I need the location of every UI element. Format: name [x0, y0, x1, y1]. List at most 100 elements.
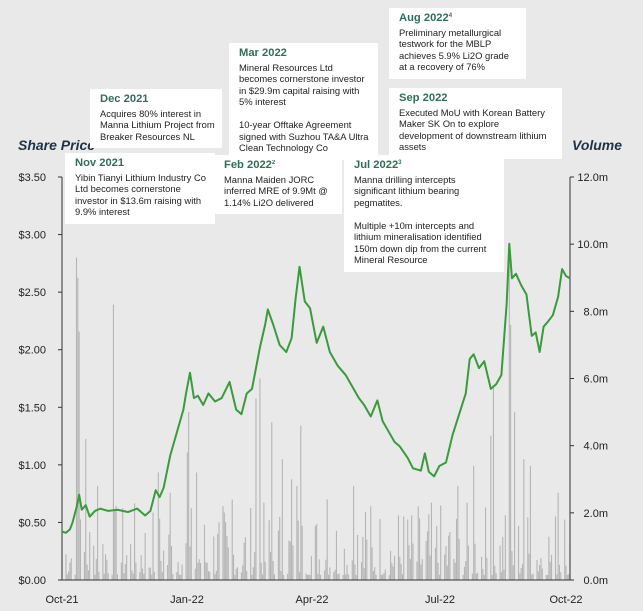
volume-bar — [357, 535, 359, 580]
volume-bar — [317, 573, 319, 580]
volume-bar — [68, 571, 70, 580]
volume-bar — [198, 559, 200, 580]
volume-bar — [540, 558, 542, 580]
volume-bar — [564, 519, 566, 580]
volume-bar — [462, 574, 464, 580]
volume-bar — [134, 503, 136, 580]
volume-bar — [453, 558, 455, 580]
volume-bar — [69, 562, 71, 580]
volume-bar — [491, 574, 493, 580]
volume-bar — [400, 563, 402, 580]
volume-bar — [186, 452, 188, 580]
volume-bar — [320, 574, 322, 580]
volume-bar — [254, 552, 256, 580]
volume-bar — [66, 574, 68, 580]
volume-bar — [446, 565, 448, 580]
volume-bar — [333, 572, 335, 580]
volume-bar — [120, 562, 122, 580]
volume-bar — [545, 574, 547, 580]
volume-bar — [419, 518, 421, 580]
volume-bar — [178, 574, 180, 580]
annotation-feb-2022: Feb 20222 Manna Maiden JORC inferred MRE… — [214, 155, 342, 214]
volume-bar — [149, 567, 151, 580]
volume-bar — [214, 574, 216, 580]
annotation-nov-2021: Nov 2021 Yibin Tianyi Lithium Industry C… — [65, 153, 215, 224]
annotation-text: Manna drilling intercepts significant li… — [354, 173, 487, 266]
volume-bar — [492, 385, 495, 580]
left-axis-title: Share Price — [18, 137, 96, 153]
volume-bar — [355, 574, 357, 580]
volume-bar — [494, 565, 496, 580]
volume-bar — [153, 571, 155, 580]
volume-bar — [372, 570, 374, 580]
volume-bar — [264, 561, 266, 580]
annotation-text: Preliminary metallurgical testwork for t… — [399, 26, 509, 73]
volume-bar — [503, 569, 505, 580]
volume-bar — [425, 540, 427, 580]
volume-bar — [412, 543, 414, 580]
volume-bar — [486, 557, 488, 580]
volume-bar — [375, 574, 377, 580]
annotation-text: Manna Maiden JORC inferred MRE of 9.9Mt … — [224, 173, 328, 208]
volume-bar — [217, 533, 219, 580]
volume-bar — [528, 553, 530, 580]
volume-bar — [449, 531, 451, 580]
volume-bar — [194, 568, 196, 580]
volume-bar — [371, 547, 373, 580]
volume-bar — [474, 543, 476, 580]
volume-bar — [172, 574, 174, 580]
volume-bar — [310, 556, 312, 580]
volume-bar — [467, 545, 469, 580]
volume-bar — [297, 520, 299, 580]
volume-bar — [440, 505, 442, 580]
volume-bar — [260, 562, 262, 580]
volume-bar — [455, 518, 458, 580]
annotation-date: Aug 20224 — [399, 12, 453, 24]
right-axis-tick-label: 12.0m — [577, 172, 608, 184]
volume-bar — [235, 568, 237, 580]
right-axis: 0.0m 2.0m 4.0m 6.0m 8.0m 10.0m 12.0m — [569, 172, 608, 587]
x-axis-tick-label: Oct-21 — [45, 594, 78, 606]
volume-bar — [289, 541, 291, 580]
volume-bar — [438, 574, 440, 580]
volume-bar — [243, 542, 245, 580]
volume-bar — [111, 574, 113, 580]
volume-bar — [445, 546, 447, 580]
volume-bar — [141, 568, 144, 580]
volume-bar — [206, 562, 208, 580]
volume-bar — [188, 412, 190, 580]
volume-bar — [511, 551, 513, 580]
volume-bar — [296, 485, 298, 580]
volume-bar — [280, 571, 282, 580]
volume-bar — [466, 502, 468, 580]
x-axis: Oct-21 Jan-22 Apr-22 Jul-22 Oct-22 — [45, 579, 583, 606]
volume-bar — [318, 559, 320, 580]
volume-bar — [207, 571, 210, 580]
volume-bar — [70, 558, 72, 580]
volume-bar — [93, 545, 95, 580]
volume-bar — [514, 412, 516, 580]
volume-bar — [471, 573, 473, 580]
volume-bar — [291, 479, 293, 580]
volume-bar — [246, 570, 248, 580]
volume-bar — [391, 562, 393, 580]
volume-bar — [271, 422, 273, 580]
volume-bar — [463, 566, 465, 580]
volume-bar — [234, 574, 236, 580]
volume-bar — [287, 573, 289, 580]
volume-bar — [116, 574, 118, 580]
volume-bar — [360, 562, 363, 580]
volume-bar — [152, 512, 154, 580]
volume-bar — [512, 565, 514, 580]
volume-bar — [269, 552, 272, 580]
volume-bar — [429, 555, 431, 580]
volume-bar — [78, 331, 80, 580]
annotation-text: Mineral Resources Ltd becomes cornerston… — [239, 61, 369, 154]
volume-bar — [388, 574, 390, 580]
volume-bar — [151, 574, 153, 580]
volume-bar — [482, 569, 484, 580]
volume-bar — [131, 570, 133, 580]
volume-bar — [279, 516, 281, 580]
volume-bar — [298, 572, 301, 580]
volume-bar — [364, 511, 367, 580]
